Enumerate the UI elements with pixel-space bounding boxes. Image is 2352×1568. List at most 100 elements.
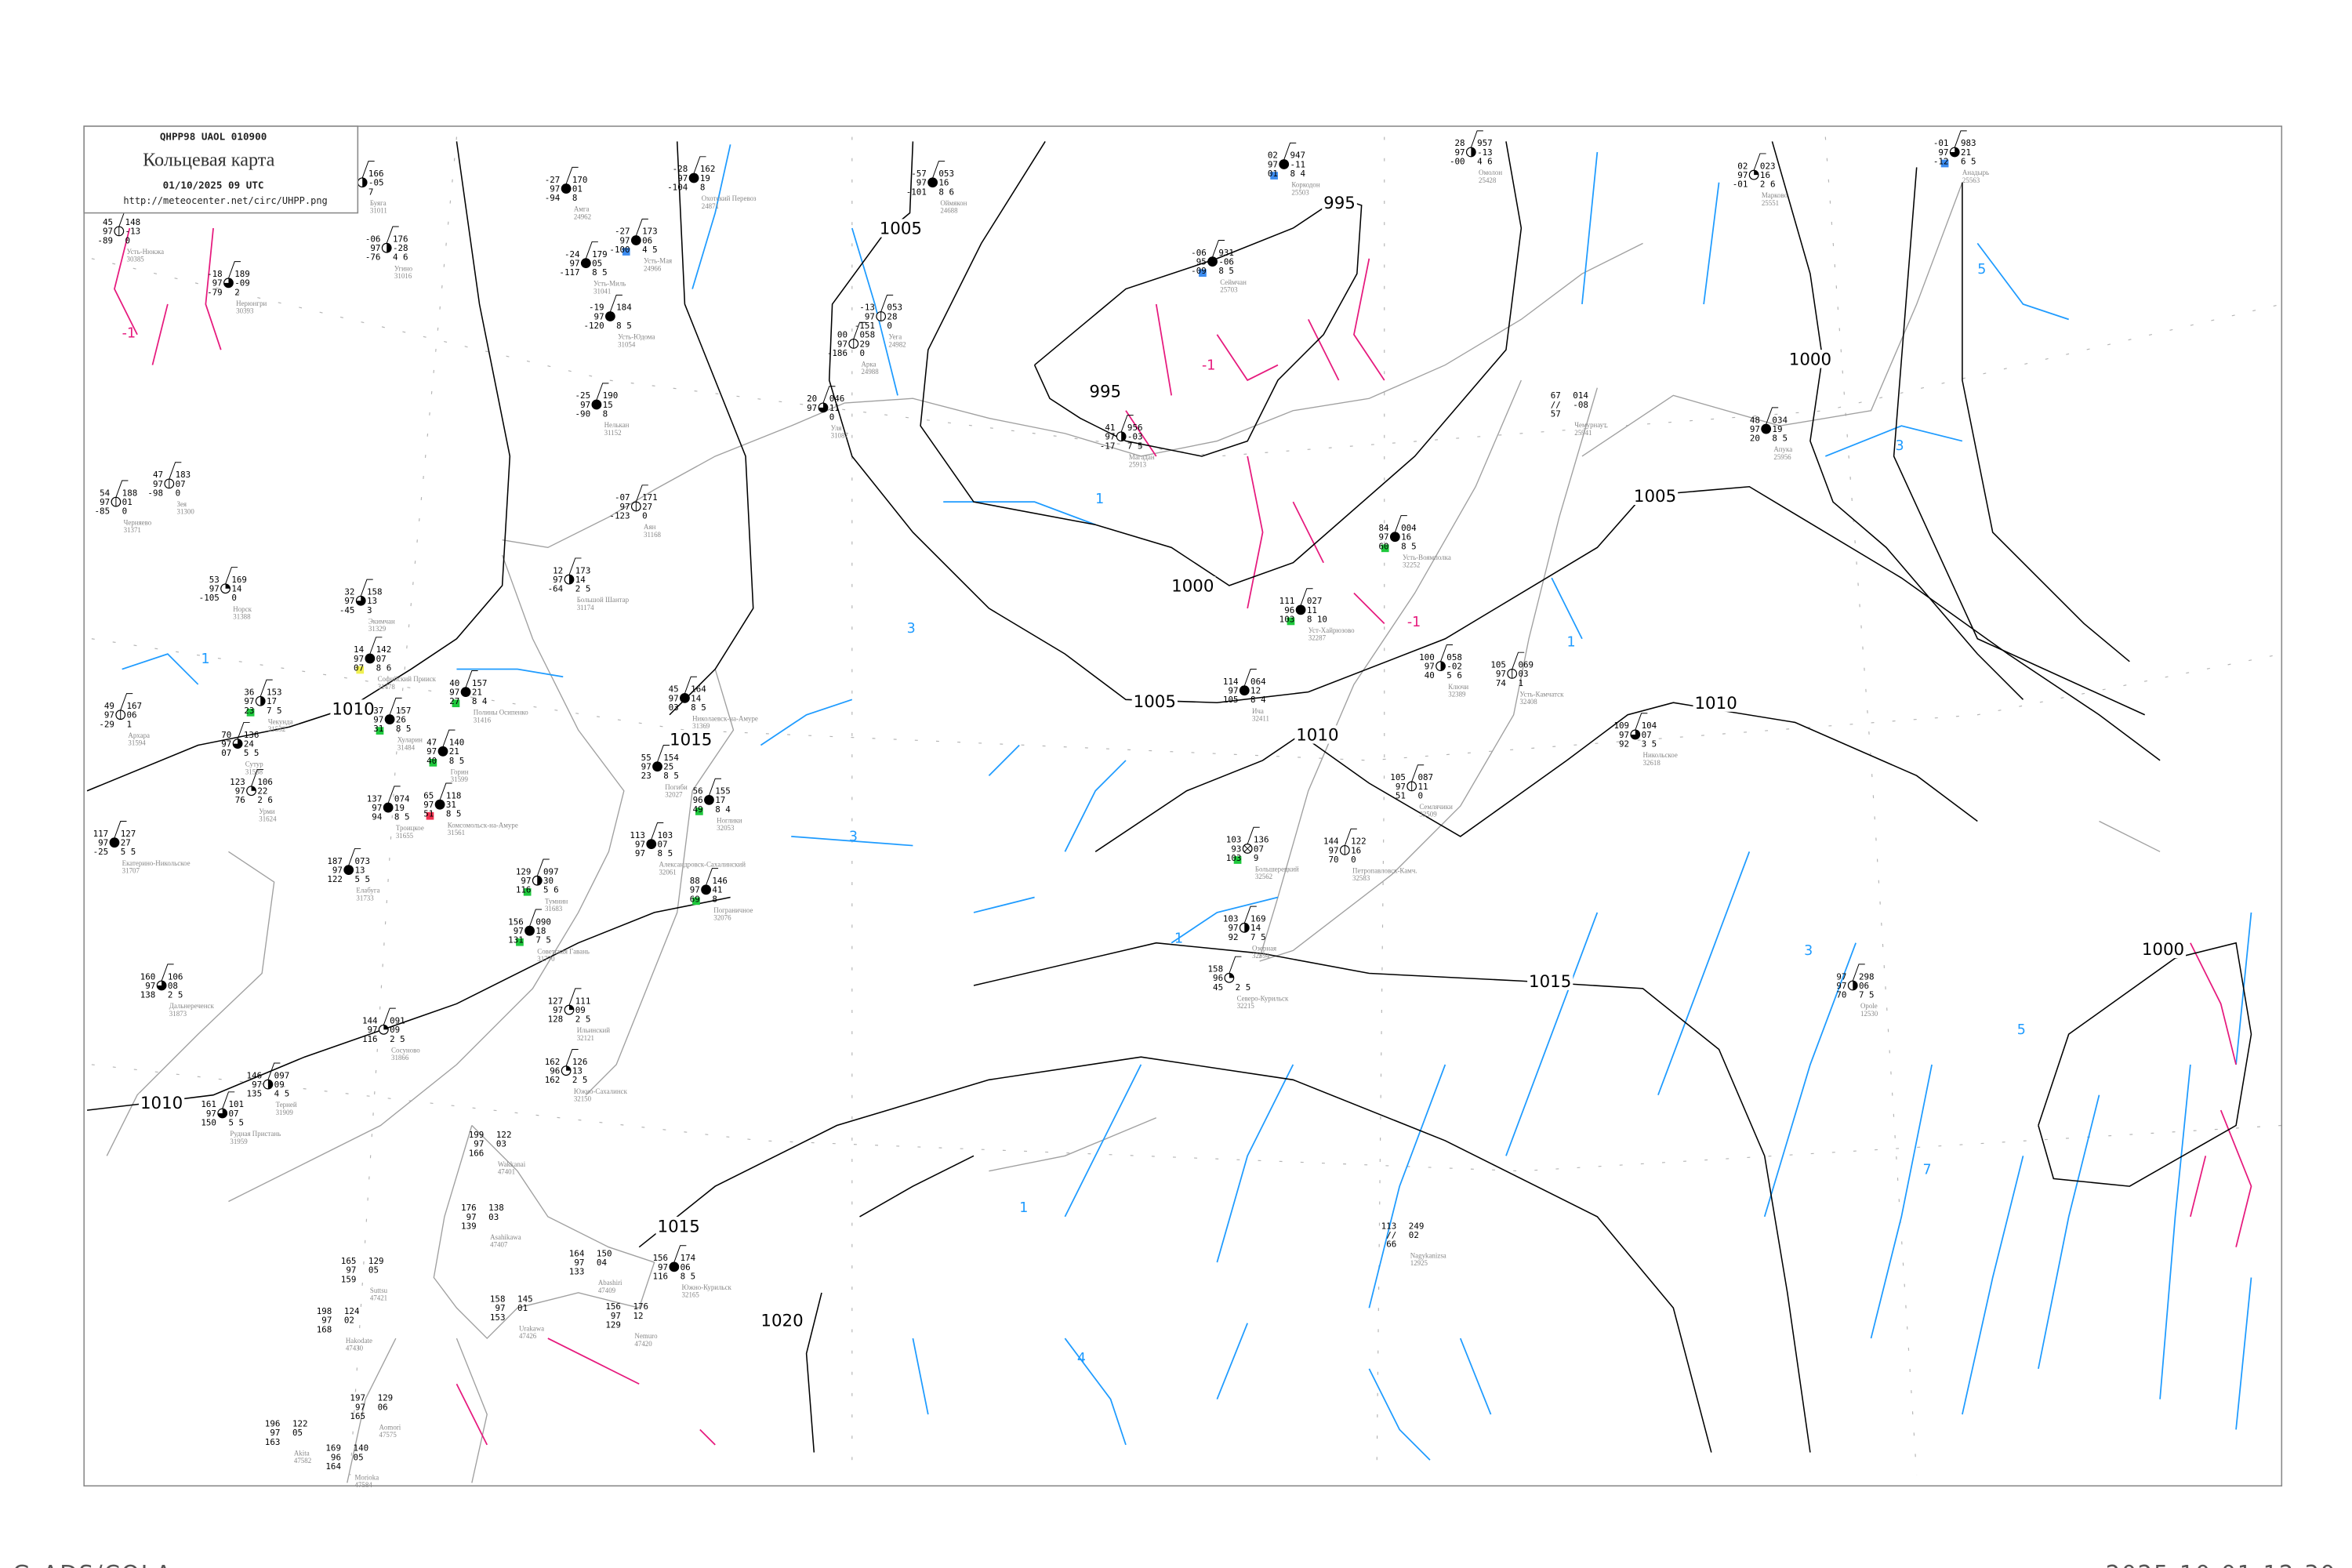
station-id: 32594 [1252, 952, 1270, 960]
coastline [585, 669, 735, 1096]
wind-barb-icon [635, 485, 648, 503]
station-value-br: 0 [829, 412, 835, 422]
station-value-br: 0 [642, 510, 648, 521]
station-value-ml: 97 [641, 762, 652, 772]
station-value-ml: 95 [1196, 257, 1207, 267]
station-value-br: 8 5 [658, 848, 673, 858]
station-value-bl: -123 [609, 510, 630, 521]
station-name: Аян [644, 523, 656, 531]
station-value-br: 8 [700, 182, 706, 192]
cloud-cover-fill [251, 786, 256, 791]
station-value-mr: 09 [274, 1080, 285, 1090]
isotherm-negative [1353, 592, 1385, 624]
station-name: Советская Гавань [537, 947, 590, 955]
station-name: Уега [888, 333, 902, 341]
station-name: Марково [1762, 191, 1788, 199]
station-value-ml: 97 [104, 710, 114, 720]
station-id: 25503 [1291, 188, 1309, 196]
cloud-cover-icon [688, 172, 699, 183]
station-value-br: 0 [231, 593, 237, 603]
precip-marker [1270, 172, 1278, 180]
station-id: 32389 [1448, 690, 1466, 698]
isobar [920, 140, 1523, 586]
station-value-ml: 97 [153, 479, 163, 489]
station-value-bl: -00 [1450, 157, 1465, 167]
station-value-ml: 97 [221, 739, 231, 749]
station-name: Усть-Нюкжа [126, 248, 164, 256]
cloud-cover-icon [669, 1261, 680, 1272]
isotherm-label: 1 [201, 652, 210, 667]
station-value-bl: 23 [641, 771, 652, 781]
map-frame [83, 125, 2283, 1487]
precip-marker [695, 808, 703, 815]
station-value-tl: 117 [93, 829, 109, 839]
station-value-bl: 128 [548, 1014, 564, 1025]
isotherm-label: 5 [2017, 1022, 2026, 1038]
station-value-mr: 03 [488, 1212, 499, 1222]
isotherm-negative [1216, 334, 1279, 382]
isobar-label: 1005 [1634, 487, 1676, 506]
station-value-ml: 97 [553, 1005, 563, 1015]
station-name: Сеймчан [1220, 278, 1247, 286]
isobar-label-bg [1693, 693, 1739, 712]
source-url[interactable]: http://meteocenter.net/circ/UHPP.png [123, 195, 327, 206]
station-name: Akita [294, 1449, 310, 1457]
station-id: 31152 [604, 429, 622, 437]
station-name: Nemuro [634, 1332, 658, 1340]
station-value-bl: 60 [1379, 541, 1389, 551]
station-name: Александровск-Сахалинский [659, 861, 746, 869]
station-value-tl: 12 [553, 565, 563, 575]
station-value-tl: 53 [209, 575, 220, 585]
station-value-br: 7 [368, 187, 374, 197]
coastline [2099, 820, 2161, 852]
cloud-cover-icon [437, 746, 448, 757]
station-id: 31655 [396, 832, 414, 840]
station-value-tl: -07 [615, 492, 630, 503]
wind-barb-icon [465, 670, 478, 688]
station-value-bl: -104 [667, 182, 688, 192]
station-value-tr: 142 [376, 644, 392, 655]
station-value-tr: 097 [274, 1070, 290, 1080]
isobar [1893, 167, 2146, 716]
station-value-bl: -85 [95, 506, 111, 517]
station-value-tr: 023 [1760, 161, 1776, 171]
station-32061: 113 103 97 07 97 8 5 Александровск-Сахалинский… [630, 822, 746, 876]
isobar-label: 1000 [1789, 350, 1831, 370]
station-value-bl: -12 [1933, 157, 1949, 167]
isobar-label: 1000 [2142, 940, 2184, 960]
station-value-tl: 14 [354, 644, 365, 655]
station-value-bl: 23 [244, 706, 254, 716]
station-value-tr: 146 [712, 876, 728, 886]
precip-marker [356, 666, 365, 674]
station-name: Урми [259, 808, 274, 815]
cloud-cover-fill [157, 981, 166, 990]
wind-barb-icon [568, 988, 582, 1006]
station-value-bl: 138 [140, 990, 156, 1000]
station-value-tl: 199 [469, 1130, 485, 1140]
station-id: 31329 [368, 625, 387, 633]
wind-barb-icon [585, 241, 598, 259]
station-id: 47430 [346, 1345, 364, 1352]
cloud-cover-fill [1754, 170, 1759, 176]
station-value-tl: -06 [1191, 248, 1207, 258]
isobar-label: 1010 [140, 1094, 183, 1113]
station-value-ml: 97 [1228, 686, 1238, 696]
station-value-br: 2 5 [168, 990, 183, 1000]
station-value-bl: 163 [265, 1437, 281, 1447]
station-id: 32618 [1643, 759, 1661, 767]
station-value-ml: 97 [244, 696, 254, 706]
wind-barb-icon [565, 166, 579, 184]
precip-marker [376, 727, 384, 735]
isobar [805, 1292, 822, 1453]
station-value-ml: 97 [1750, 424, 1760, 434]
station-value-bl: 133 [569, 1267, 585, 1277]
station-name: Комсомольск-на-Амуре [448, 821, 518, 829]
